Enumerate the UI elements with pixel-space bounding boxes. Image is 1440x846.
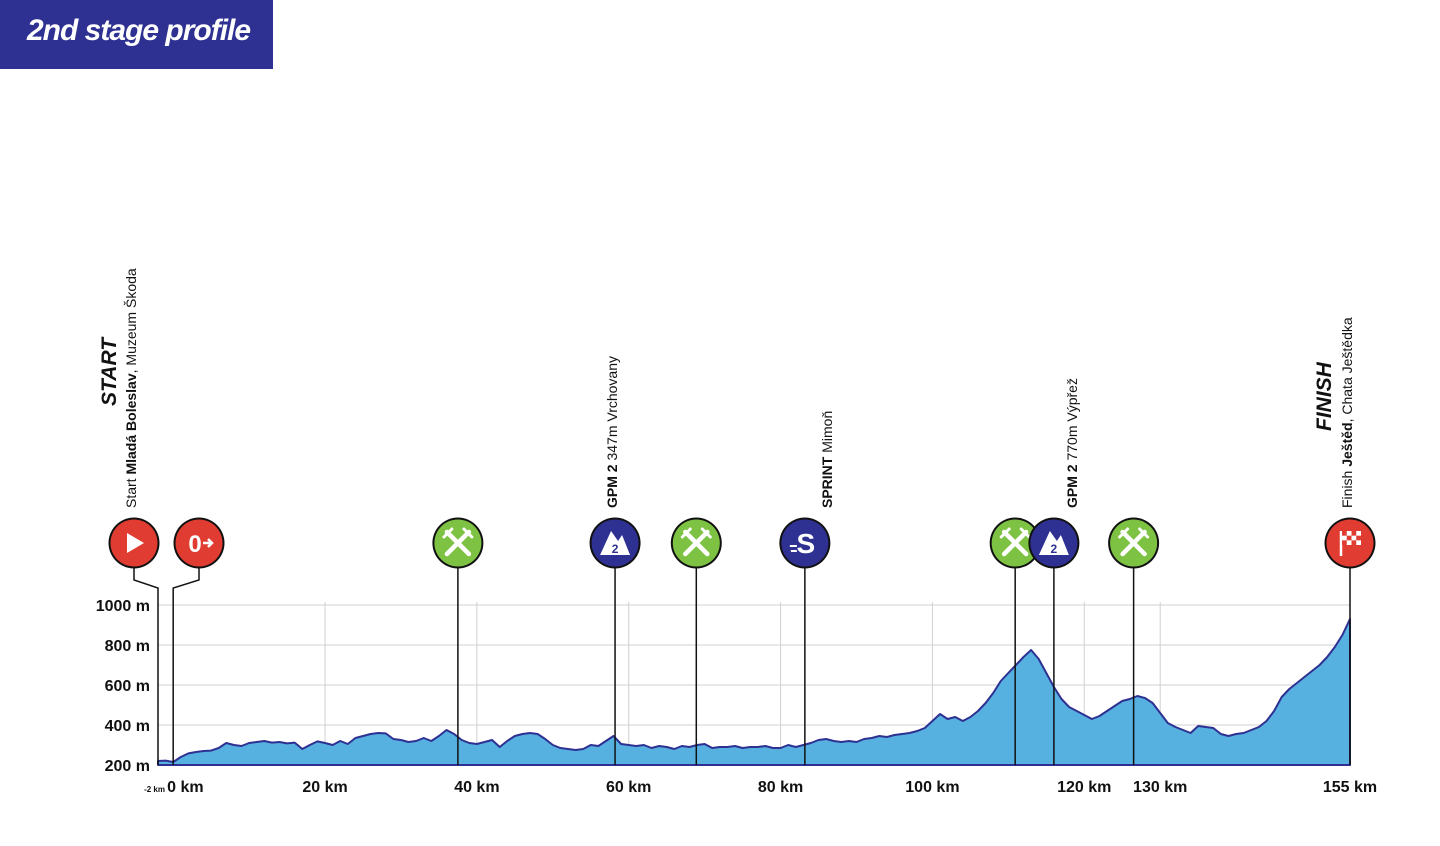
y-tick-label: 400 m: [105, 718, 150, 735]
sprint-mimon-label: SPRINT Mimoň: [819, 411, 835, 508]
cutlery-glyph: [1120, 529, 1147, 557]
finish-big-label: FINISH: [1313, 361, 1336, 431]
x-tick-label: 100 km: [905, 779, 959, 796]
km-zero-glyph: 0: [188, 531, 201, 558]
finish-label: Finish Ještěd, Chata Ještědka: [1339, 317, 1355, 508]
y-tick-label: 800 m: [105, 638, 150, 655]
x-tick-label: 40 km: [454, 779, 499, 796]
x-tick-label: 130 km: [1133, 779, 1187, 796]
flag-check: [1342, 531, 1347, 536]
speed-lines: [789, 545, 797, 552]
climb-icon: 2: [589, 517, 641, 765]
page-title: 2nd stage profile: [27, 14, 251, 47]
x-axis-labels: -2 km 0 km 20 km 40 km 60 km 80 km 100 km 120 k…: [144, 779, 1377, 796]
marker-circle: [781, 519, 829, 567]
y-axis-labels: 200 m 400 m 600 m 800 m 1000 m: [96, 598, 150, 775]
y-tick-label: 1000 m: [96, 598, 150, 615]
sprint-icon: S: [779, 517, 831, 765]
waypoint-markers: 0 2 S 2: [108, 517, 1376, 765]
feed-zone-icon: [989, 517, 1041, 765]
x-tick-label: 155 km: [1323, 779, 1377, 796]
km-zero-icon: 0: [172, 517, 225, 765]
flag-check: [1351, 531, 1357, 536]
title-box: 2nd stage profile: [0, 0, 273, 69]
gpm-vrchovany-label: GPM 2 347m Vrchovany: [604, 356, 620, 508]
y-tick-label: 600 m: [105, 678, 150, 695]
flag-check: [1346, 535, 1352, 541]
marker-circle: [175, 519, 223, 567]
flag-check: [1342, 540, 1347, 546]
climb-category-label: 2: [1051, 542, 1058, 556]
mountain-glyph: [600, 531, 631, 555]
feed-zone-icon: [1108, 517, 1160, 765]
play-glyph: [127, 533, 144, 553]
play-icon: [108, 517, 160, 765]
start-label: Start Mladá Boleslav, Muzeum Škoda: [123, 268, 139, 508]
cutlery-tips: [442, 527, 474, 539]
cutlery-tips: [680, 527, 712, 539]
y-tick-label: 200 m: [105, 758, 150, 775]
climb-icon: 2: [1028, 517, 1080, 765]
flag-check: [1356, 535, 1361, 541]
cutlery-glyph: [444, 529, 472, 557]
start-big-label: START: [98, 336, 121, 406]
x-tick-label: 0 km: [167, 779, 203, 796]
cutlery-tips: [1118, 527, 1150, 539]
sprint-letter: S: [797, 528, 816, 559]
x-tick-label: -2 km: [144, 785, 165, 794]
feed-zone-icon: [670, 517, 722, 765]
marker-leader-line: [172, 567, 200, 765]
km-zero-arrow: [203, 538, 214, 548]
x-tick-label: 60 km: [606, 779, 651, 796]
mountain-glyph: [1038, 531, 1069, 555]
climb-category-label: 2: [612, 542, 619, 556]
flag-check: [1351, 540, 1357, 546]
feed-zone-icon: [432, 517, 484, 765]
gpm-vyprez-label: GPM 2 770m Výpřež: [1064, 378, 1080, 508]
cutlery-glyph: [683, 529, 710, 557]
finish-flag-icon: [1324, 517, 1376, 765]
elevation-area: [157, 618, 1351, 766]
x-tick-label: 80 km: [758, 779, 803, 796]
cutlery-tips: [999, 527, 1031, 539]
marker-leader-line: [133, 567, 159, 765]
cutlery-glyph: [1001, 529, 1029, 557]
x-tick-label: 120 km: [1057, 779, 1111, 796]
x-tick-label: 20 km: [302, 779, 347, 796]
